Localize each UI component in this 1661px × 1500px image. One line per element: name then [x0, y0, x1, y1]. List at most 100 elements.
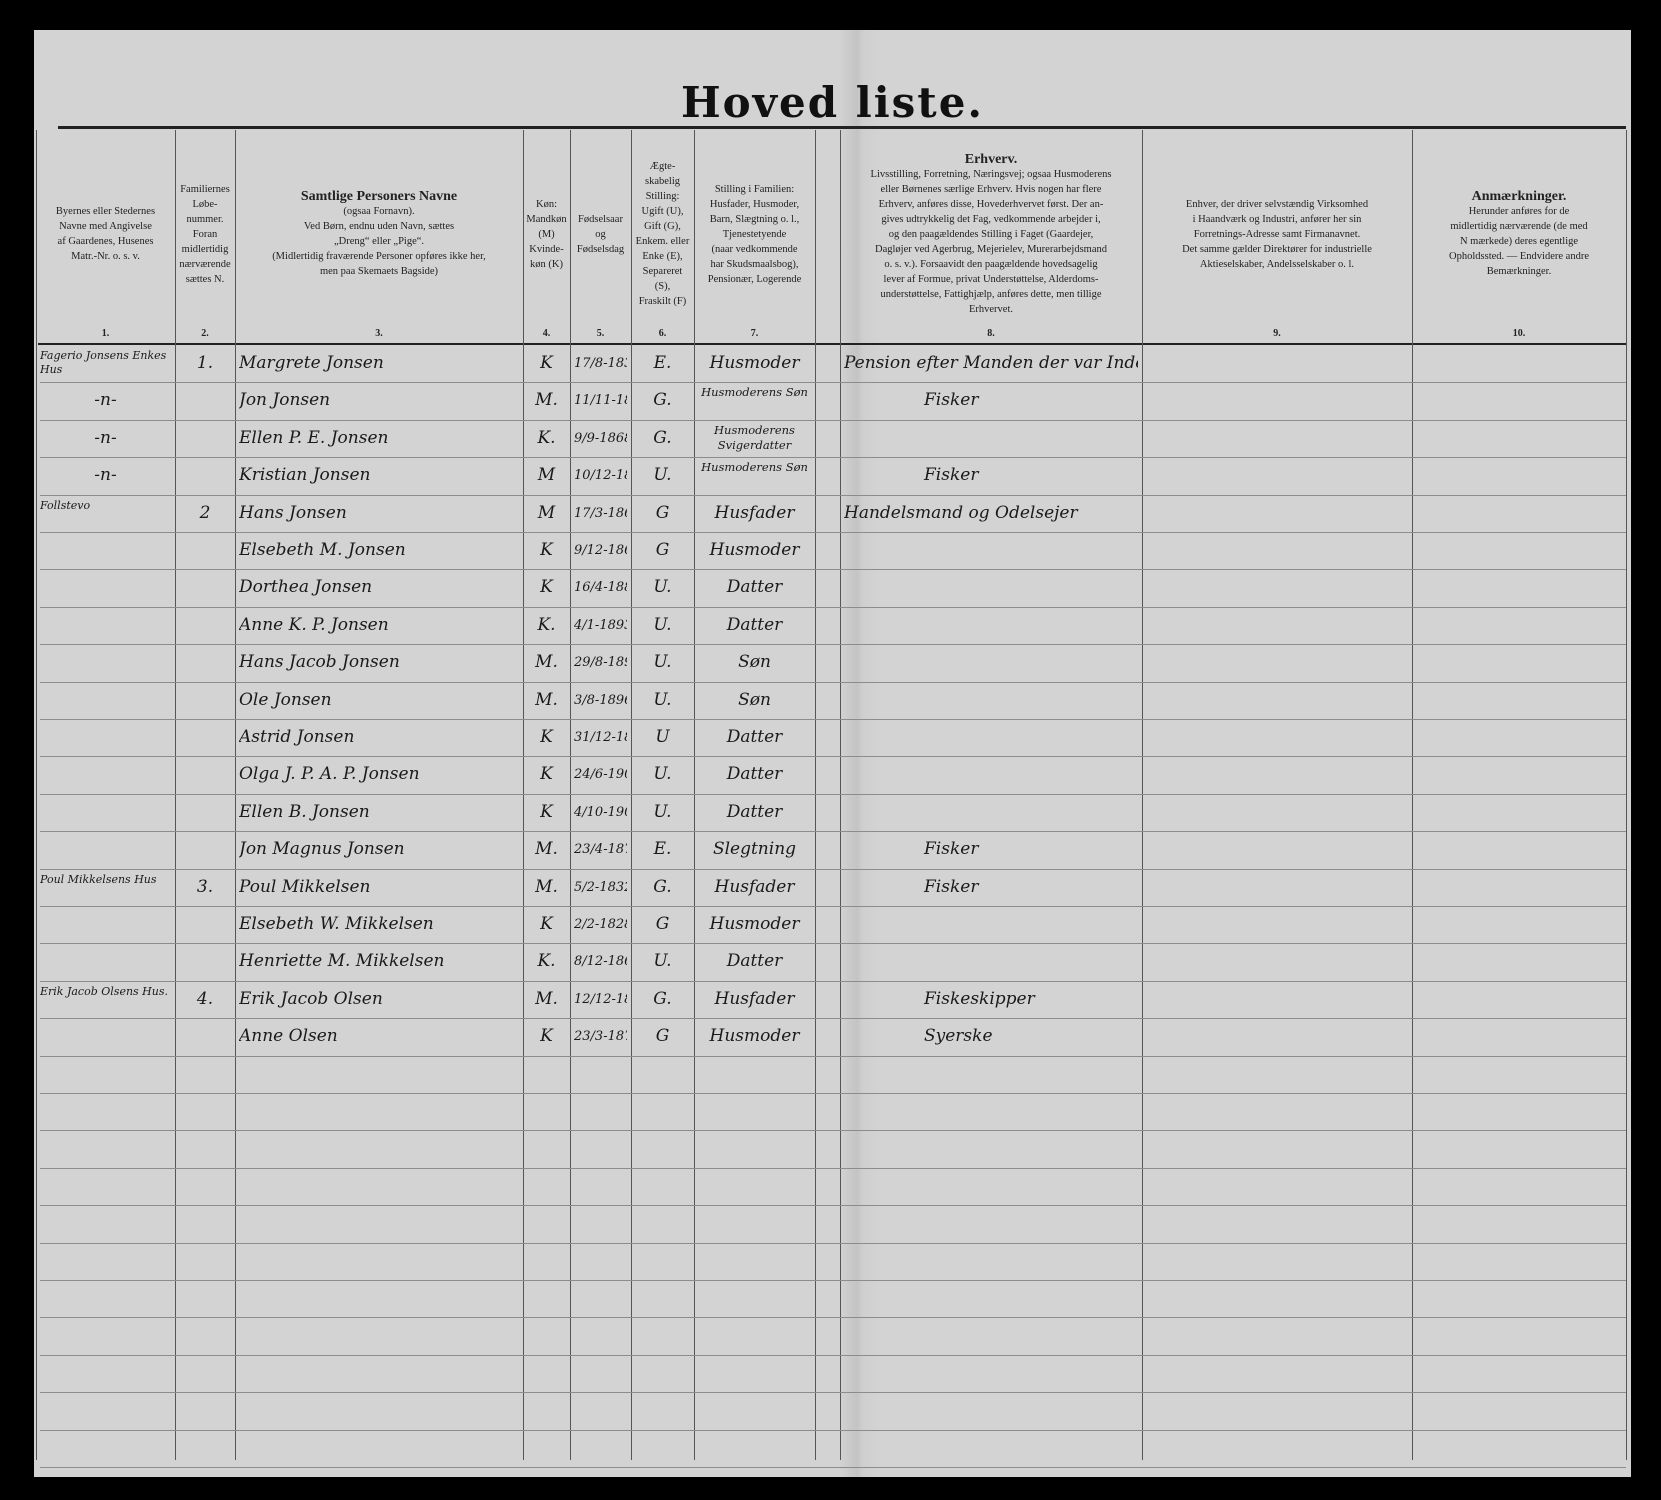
- cell-civil: U: [655, 727, 670, 747]
- row-rule: [40, 382, 1626, 384]
- column-divider: [631, 130, 632, 1460]
- cell-role: Datter: [726, 951, 783, 972]
- cell-occupation: Fisker: [924, 839, 979, 860]
- column-divider: [523, 130, 524, 1460]
- cell-role: Datter: [726, 577, 783, 598]
- header-line: midlertidig: [181, 243, 229, 255]
- column-number: 6.: [658, 328, 667, 339]
- header-line: nærværende: [179, 258, 231, 270]
- cell-role: Datter: [726, 764, 783, 785]
- cell-role: Husmoder: [709, 914, 800, 934]
- cell-role: Husmoder: [709, 540, 800, 560]
- row-rule: [40, 532, 1626, 533]
- header-line: Enke (E),: [642, 251, 683, 262]
- cell-occupation: Pension efter Manden der var Indelsm.: [844, 353, 1138, 373]
- cell-sex: K.: [537, 951, 556, 972]
- header-line: og: [595, 228, 606, 240]
- header-line: „Dreng“ eller „Pige“.: [333, 236, 425, 247]
- header-line: Navne med Angivelse: [59, 221, 152, 232]
- cell-role: Søn: [738, 689, 771, 710]
- column-header-6: Ægte-skabelig Stilling: Ugift (U), Gift (G)…: [631, 134, 694, 334]
- cell-sex: M: [537, 502, 556, 523]
- column-divider: [815, 130, 816, 1460]
- row-rule: [40, 756, 1626, 758]
- cell-civil: U.: [653, 614, 672, 635]
- cell-sex: K: [540, 914, 553, 934]
- header-line: Byernes eller Stedernes: [55, 206, 156, 217]
- cell-born: 10/12-1876: [574, 468, 627, 484]
- cell-sex: K.: [537, 427, 556, 448]
- cell-name: Anne K. P. Jonsen: [239, 614, 389, 635]
- cell-sex: M: [537, 465, 556, 486]
- column-header-5: Fødselsaar og Fødselsdag: [570, 134, 631, 334]
- header-line: Erhvervet.: [968, 303, 1014, 315]
- column-divider: [36, 130, 37, 1460]
- header-line: Ægte-: [649, 161, 676, 172]
- row-rule: [40, 719, 1626, 720]
- cell-name: Anne Olsen: [239, 1026, 338, 1047]
- column-number: 4.: [542, 328, 551, 339]
- column-header-3: Samtlige Personers Navne (ogsaa Fornavn).…: [235, 134, 523, 334]
- header-line: eller Børnenes særlige Erhverv. Hvis nog…: [880, 183, 1102, 195]
- cell-born: 17/3-1864: [574, 505, 627, 521]
- cell-sex: K: [540, 353, 553, 373]
- header-line: Foran: [192, 228, 218, 240]
- cell-sex: M.: [535, 876, 558, 897]
- cell-sex: M.: [535, 839, 558, 860]
- cell-civil: U.: [653, 652, 672, 673]
- cell-born: 9/9-1868: [574, 430, 627, 446]
- column-divider: [1626, 130, 1627, 1460]
- cell-name: Hans Jacob Jonsen: [239, 652, 400, 673]
- column-number: 1.: [101, 328, 110, 339]
- cell-civil: U.: [653, 764, 672, 785]
- cell-born: 11/11-1876: [574, 393, 627, 409]
- cell-fam: 1.: [196, 353, 214, 373]
- header-line: Gift (G),: [644, 221, 681, 232]
- cell-sex: M.: [535, 652, 558, 673]
- column-divider: [1142, 130, 1143, 1460]
- row-rule: [40, 644, 1626, 646]
- header-line: Matr.-Nr. o. s. v.: [71, 251, 140, 262]
- cell-born: 31/12-1898: [574, 730, 627, 745]
- header-line: Herunder anføres for de: [1468, 206, 1570, 217]
- column-header-2: Familiernes Løbe-nummer. Foran midlertidig n…: [175, 134, 235, 334]
- cell-occupation: Fisker: [924, 876, 979, 897]
- cell-role: Husmoderens Søn: [701, 460, 808, 475]
- column-number: 8.: [987, 328, 995, 339]
- row-rule: [40, 419, 1626, 421]
- cell-sex: K: [540, 540, 553, 560]
- header-line: Opholdssted. — Endvidere andre: [1449, 251, 1589, 262]
- cell-born: 9/12-1864: [574, 543, 627, 558]
- header-line: Pensionær, Logerende: [707, 273, 802, 285]
- header-line: og den paagældendes Stilling i Faget (Ga…: [888, 228, 1094, 240]
- cell-civil: E.: [653, 839, 672, 860]
- cell-name: Jon Magnus Jonsen: [239, 839, 405, 860]
- cell-civil: G.: [653, 876, 672, 897]
- row-rule: [40, 1317, 1626, 1319]
- header-line: (Midlertidig fraværende Personer opføres…: [272, 251, 486, 262]
- cell-name: Elsebeth M. Jonsen: [239, 540, 406, 560]
- header-line: Tjenestetyende: [722, 228, 787, 240]
- cell-civil: U.: [653, 577, 672, 598]
- cell-sex: K: [540, 727, 553, 747]
- cell-born: 12/12-1874: [574, 991, 627, 1007]
- cell-born: 23/4-1874: [574, 842, 627, 858]
- header-line: Det samme gælder Direktører for industri…: [1182, 243, 1372, 255]
- cell-born: 3/8-1896: [574, 692, 627, 708]
- cell-fam: 2: [199, 502, 211, 523]
- row-rule: [40, 943, 1626, 945]
- cell-role: Husmoderens Svigerdatter: [714, 422, 795, 452]
- header-line: lever af Formue, privat Understøttelse, …: [883, 273, 1099, 285]
- cell-role: Datter: [726, 727, 783, 747]
- cell-fam: 3.: [196, 876, 214, 897]
- cell-role: Husfader: [714, 988, 795, 1009]
- header-line: Aktieselskaber, Andelsselskaber o. l.: [1199, 258, 1355, 270]
- column-divider: [570, 130, 571, 1460]
- header-line: køn (K): [530, 258, 563, 270]
- header-line: Samtlige Personers Navne: [300, 189, 458, 204]
- column-number: 3.: [375, 328, 383, 339]
- header-line: skabelig: [645, 176, 680, 187]
- cell-born: 4/10-1904: [574, 804, 627, 820]
- cell-born: 2/2-1828: [574, 917, 627, 932]
- cell-name: Olga J. P. A. P. Jonsen: [239, 764, 420, 785]
